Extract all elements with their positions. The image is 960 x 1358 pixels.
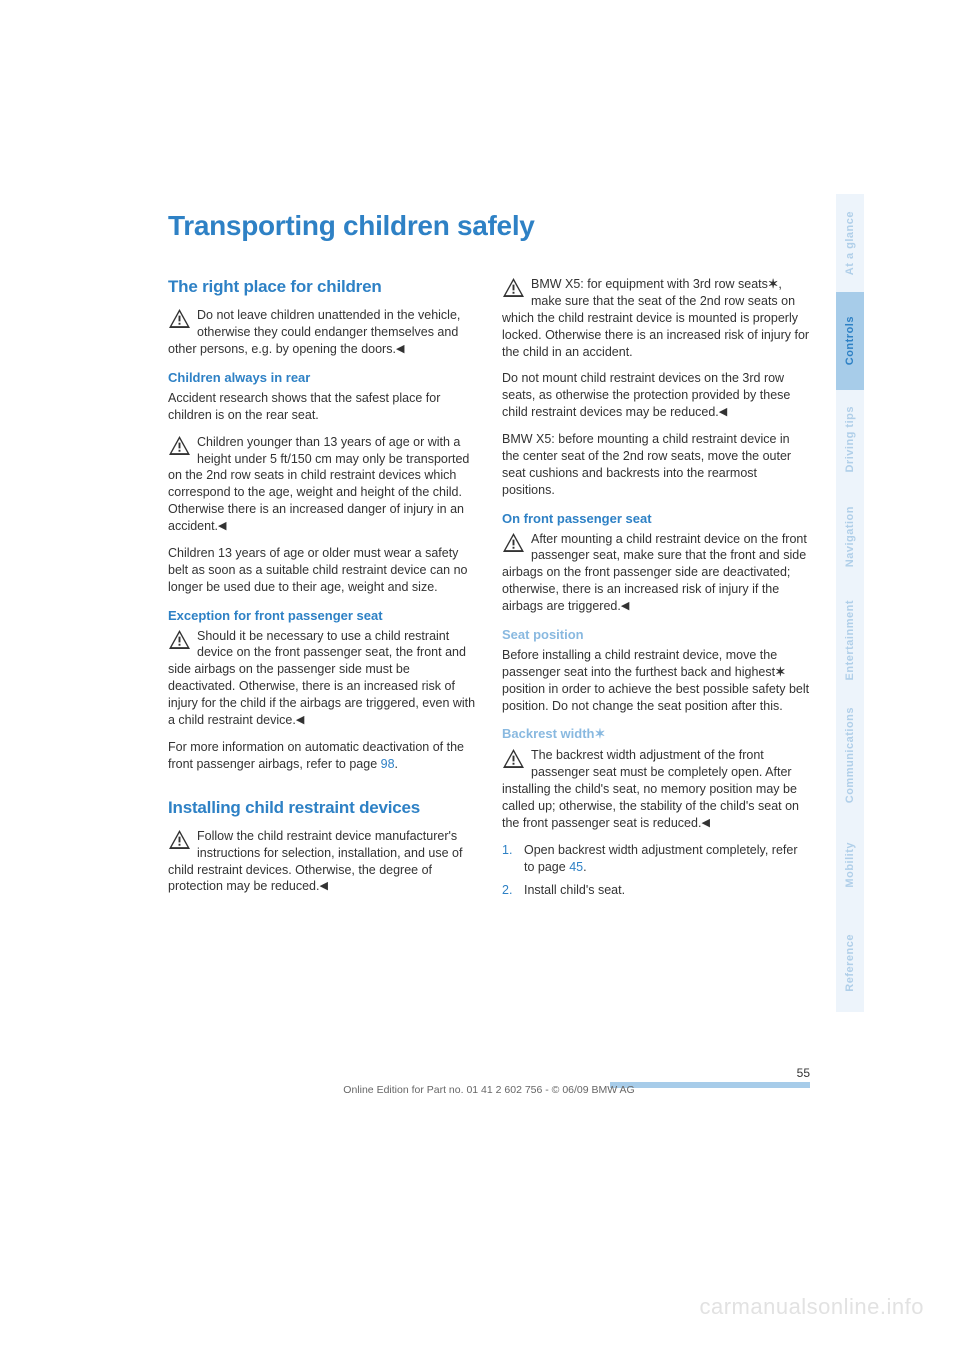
warning-paragraph: BMW X5: for equipment with 3rd row seats…: [502, 276, 810, 360]
text-run: Before installing a child restraint devi…: [502, 648, 777, 679]
text-run: Install child's seat.: [524, 883, 625, 897]
subheading: Exception for front passenger seat: [168, 608, 476, 623]
side-tabs: At a glance Controls Driving tips Navigatio…: [836, 194, 864, 1012]
body-text: Before installing a child restraint devi…: [502, 647, 810, 715]
edition-line: Online Edition for Part no. 01 41 2 602 …: [168, 1084, 810, 1096]
step-item: 1. Open backrest width adjustment comple…: [502, 842, 810, 876]
page-title: Transporting children safely: [168, 210, 810, 242]
page-link[interactable]: 45: [569, 860, 583, 874]
warning-paragraph: Do not leave children unattended in the …: [168, 307, 476, 358]
section-heading: The right place for children: [168, 276, 476, 297]
body-text: BMW X5: for equipment with 3rd row seats: [531, 277, 768, 291]
warning-paragraph: Follow the child restraint device manufa…: [168, 828, 476, 896]
side-tab[interactable]: Mobility: [836, 816, 864, 914]
side-tab-label: Entertainment: [844, 600, 856, 680]
side-tab-label: Driving tips: [844, 406, 856, 473]
body-text: BMW X5: before mounting a child restrain…: [502, 431, 810, 499]
page-number: 55: [797, 1066, 810, 1080]
left-column: The right place for children Do not leav…: [168, 276, 476, 905]
end-arrow: ◀: [218, 520, 226, 532]
step-item: 2. Install child's seat.: [502, 882, 810, 899]
body-text: After mounting a child restraint device …: [502, 532, 807, 614]
body-text: Do not leave children unattended in the …: [168, 308, 460, 356]
body-text: Children younger than 13 years of age or…: [168, 435, 469, 533]
warning-paragraph: After mounting a child restraint device …: [502, 531, 810, 615]
page-footer: 55 Online Edition for Part no. 01 41 2 6…: [168, 1066, 810, 1088]
footnote-star: ✶: [768, 277, 778, 291]
subheading-light: Seat position: [502, 627, 810, 642]
body-text: Follow the child restraint device manufa…: [168, 829, 462, 894]
side-tab[interactable]: Reference: [836, 914, 864, 1012]
side-tab[interactable]: Entertainment: [836, 586, 864, 694]
warning-icon: [168, 829, 191, 850]
end-arrow: ◀: [621, 600, 629, 612]
warning-icon: [168, 629, 191, 650]
warning-icon: [168, 308, 191, 329]
body-text: Accident research shows that the safest …: [168, 390, 476, 424]
warning-icon: [502, 532, 525, 553]
warning-icon: [502, 277, 525, 298]
side-tab[interactable]: At a glance: [836, 194, 864, 292]
side-tab-label: Navigation: [844, 506, 856, 567]
step-number: 2.: [502, 882, 512, 899]
end-arrow: ◀: [396, 343, 404, 355]
side-tab-label: Reference: [844, 934, 856, 992]
steps-list: 1. Open backrest width adjustment comple…: [502, 842, 810, 899]
side-tab-label: Communications: [844, 707, 856, 803]
warning-paragraph: The backrest width adjustment of the fro…: [502, 747, 810, 831]
subheading: Children always in rear: [168, 370, 476, 385]
warning-icon: [168, 435, 191, 456]
side-tab[interactable]: Controls: [836, 292, 864, 390]
text-run: .: [583, 860, 586, 874]
subheading-light: Backrest width✶: [502, 726, 810, 742]
text-run: .: [395, 757, 398, 771]
text-run: Open backrest width adjustment completel…: [524, 843, 798, 874]
text-run: Backrest width: [502, 726, 594, 741]
end-arrow: ◀: [701, 817, 709, 829]
side-tab[interactable]: Driving tips: [836, 390, 864, 488]
subheading: On front passenger seat: [502, 511, 810, 526]
footnote-star: ✶: [594, 726, 605, 741]
text-run: position in order to achieve the best po…: [502, 682, 809, 713]
content-area: Transporting children safely The right p…: [168, 210, 810, 905]
warning-paragraph: Children younger than 13 years of age or…: [168, 434, 476, 535]
warning-icon: [502, 748, 525, 769]
body-text: The backrest width adjustment of the fro…: [502, 748, 799, 830]
end-arrow: ◀: [719, 406, 727, 418]
section-heading: Installing child restraint devices: [168, 797, 476, 818]
body-text: Children 13 years of age or older must w…: [168, 545, 476, 596]
page-link[interactable]: 98: [381, 757, 395, 771]
body-text: For more information on automatic deacti…: [168, 739, 476, 773]
side-tab-label: Controls: [844, 316, 856, 365]
side-tab-label: Mobility: [844, 842, 856, 888]
side-tab[interactable]: Navigation: [836, 488, 864, 586]
warning-paragraph: Should it be necessary to use a child re…: [168, 628, 476, 729]
end-arrow: ◀: [296, 714, 304, 726]
columns: The right place for children Do not leav…: [168, 276, 810, 905]
body-text: Should it be necessary to use a child re…: [168, 629, 475, 727]
text-run: For more information on automatic deacti…: [168, 740, 464, 771]
manual-page: At a glance Controls Driving tips Navigatio…: [0, 0, 960, 1358]
right-column: BMW X5: for equipment with 3rd row seats…: [502, 276, 810, 905]
body-text: Do not mount child restraint devices on …: [502, 370, 810, 421]
watermark: carmanualsonline.info: [699, 1294, 924, 1320]
end-arrow: ◀: [319, 880, 327, 892]
footnote-star: ✶: [775, 665, 785, 679]
step-number: 1.: [502, 842, 512, 859]
text-run: Do not mount child restraint devices on …: [502, 371, 790, 419]
side-tab[interactable]: Communications: [836, 694, 864, 816]
side-tab-label: At a glance: [844, 211, 856, 275]
